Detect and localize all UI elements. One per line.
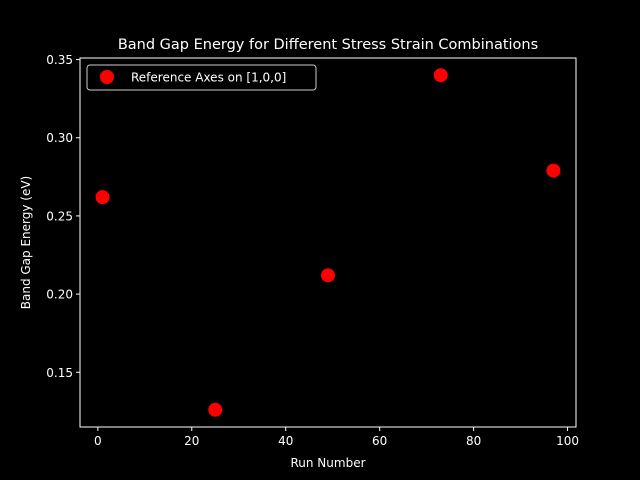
data-point: [321, 268, 335, 283]
y-tick-label: 0.15: [46, 366, 73, 380]
data-points: [95, 68, 561, 417]
y-tick-label: 0.30: [46, 131, 73, 145]
y-axis-ticks: 0.15 0.20 0.25 0.30 0.35: [46, 53, 80, 380]
x-tick-label: 100: [556, 434, 579, 448]
y-tick-label: 0.20: [46, 288, 73, 302]
y-axis-label: Band Gap Energy (eV): [19, 176, 33, 310]
legend-marker: [100, 70, 114, 84]
data-point: [95, 190, 110, 205]
x-tick-label: 60: [372, 434, 387, 448]
data-point: [433, 68, 448, 83]
x-axis-ticks: 0 20 40 60 80 100: [94, 427, 579, 448]
legend-label: Reference Axes on [1,0,0]: [131, 71, 286, 85]
legend-box: [86, 64, 317, 91]
legend: Reference Axes on [1,0,0]: [86, 64, 317, 91]
y-tick-label: 0.25: [46, 209, 73, 223]
x-axis-label: Run Number: [290, 456, 365, 470]
data-point: [208, 402, 223, 417]
x-tick-label: 80: [466, 434, 481, 448]
data-point: [546, 163, 561, 178]
chart-title: Band Gap Energy for Different Stress Str…: [118, 37, 538, 53]
x-tick-label: 0: [94, 434, 102, 448]
y-tick-label: 0.35: [46, 53, 73, 67]
x-tick-label: 20: [184, 434, 199, 448]
plot-frame: [79, 57, 577, 428]
x-tick-label: 40: [278, 434, 293, 448]
